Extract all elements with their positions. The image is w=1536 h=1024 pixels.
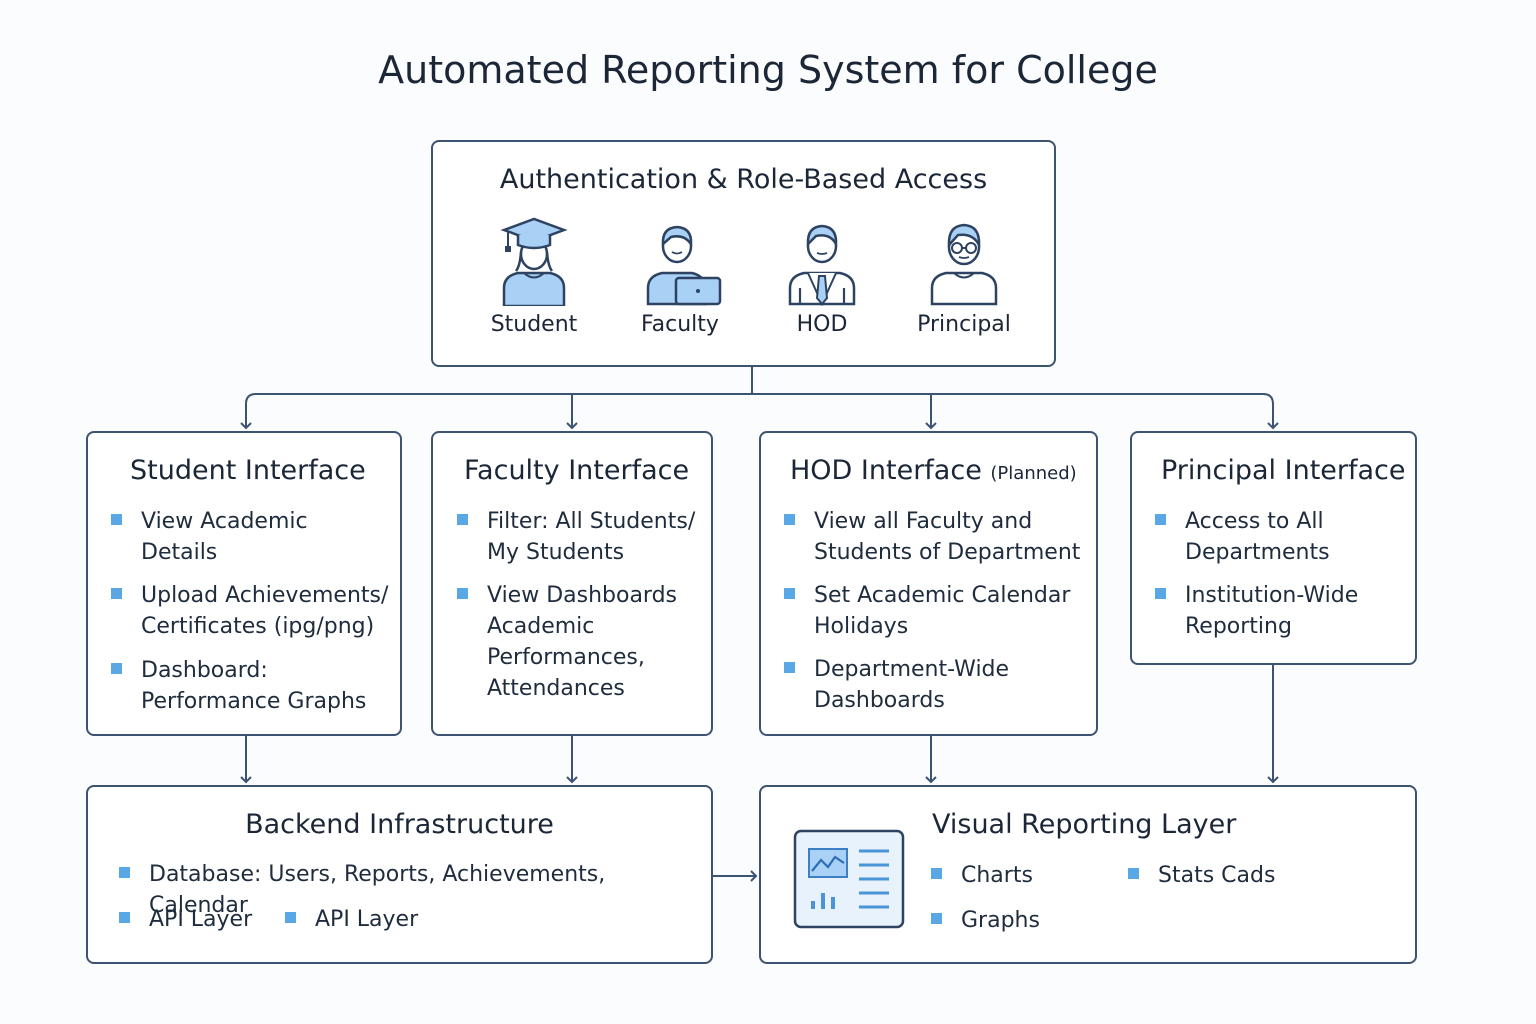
principal-glasses-icon [930,223,998,306]
role-student[interactable]: Student [474,216,594,346]
role-faculty[interactable]: Faculty [620,216,740,346]
bullet-icon [119,867,130,878]
faculty-item: View Dashboards Academic Performances, A… [457,580,677,704]
bullet-icon [111,588,122,599]
bullet-icon [784,662,795,673]
visual-title: Visual Reporting Layer [932,809,1237,840]
faculty-laptop-icon [646,225,722,306]
faculty-interface-title: Faculty Interface [464,455,690,486]
hod-item: Set Academic Calendar Holidays [784,580,1070,642]
visual-item: Graphs [931,905,1040,936]
bullet-icon [111,514,122,525]
bullet-icon [457,588,468,599]
role-label-faculty: Faculty [641,312,719,337]
student-interface-title: Student Interface [130,455,366,486]
bullet-icon [1155,514,1166,525]
hod-item: Department-Wide Dashboards [784,654,1009,716]
backend-infrastructure-box: Backend Infrastructure Database: Users, … [86,785,713,964]
principal-interface-box: Principal Interface Access to All Depart… [1130,431,1417,665]
principal-interface-title: Principal Interface [1161,455,1406,486]
bullet-icon [111,663,122,674]
backend-title: Backend Infrastructure [245,809,554,840]
bullet-icon [1155,588,1166,599]
student-interface-box: Student Interface View Academic Details … [86,431,402,736]
role-principal[interactable]: Principal [904,216,1024,346]
role-hod[interactable]: HOD [762,216,882,346]
visual-item: Charts [931,860,1033,891]
student-graduate-icon [500,217,568,306]
role-label-student: Student [490,312,578,337]
backend-item: API Layer [119,904,252,935]
planned-note: (Planned) [990,463,1077,484]
hod-interface-box: HOD Interface (Planned) View all Faculty… [759,431,1098,736]
visual-item: Stats Cads [1128,860,1275,891]
bullet-icon [931,868,942,879]
hod-item: View all Faculty and Students of Departm… [784,506,1080,568]
connector-to-principal [1262,393,1279,430]
student-item: Dashboard: Performance Graphs [111,655,366,717]
principal-item: Institution-Wide Reporting [1155,580,1358,642]
faculty-item: Filter: All Students/ My Students [457,506,695,568]
auth-title: Authentication & Role-Based Access [499,164,988,195]
bullet-icon [285,912,296,923]
role-label-hod: HOD [796,312,848,337]
bullet-icon [1128,868,1139,879]
visual-reporting-box: Visual Reporting Layer Charts Stats Cads… [759,785,1417,964]
backend-item: Database: Users, Reports, Achievements, … [119,859,711,921]
principal-item: Access to All Departments [1155,506,1330,568]
hod-interface-title: HOD Interface (Planned) [790,455,1077,486]
bullet-icon [931,913,942,924]
faculty-interface-box: Faculty Interface Filter: All Students/ … [431,431,713,736]
student-item: View Academic Details [111,506,308,568]
dashboard-chart-icon [793,829,905,929]
auth-box: Authentication & Role-Based Access Stude… [431,140,1056,367]
bullet-icon [119,912,130,923]
bullet-icon [784,588,795,599]
bullet-icon [784,514,795,525]
bullet-icon [457,514,468,525]
hod-tie-icon [788,224,856,306]
student-item: Upload Achievements/ Certificates (ipg/p… [111,580,388,642]
connector-to-student [240,393,257,430]
backend-item: API Layer [285,904,418,935]
role-label-principal: Principal [917,312,1011,337]
page-title: Automated Reporting System for College [378,48,1158,92]
